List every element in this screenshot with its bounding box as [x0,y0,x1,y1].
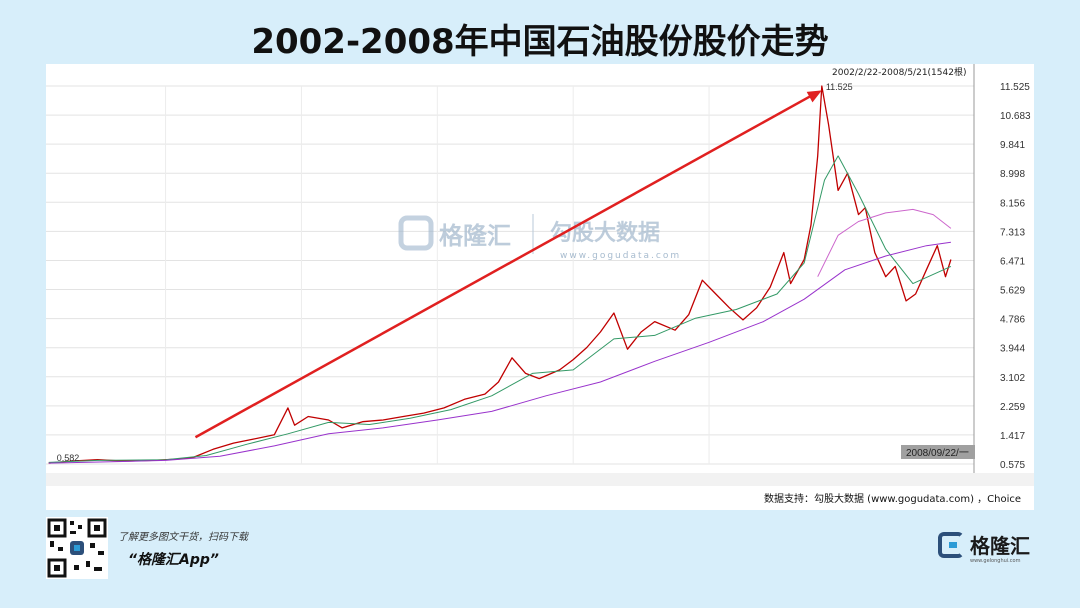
y-tick-label: 2.259 [1000,402,1025,413]
grid [46,85,974,465]
y-tick-label: 10.683 [1000,111,1031,122]
footer-note: 了解更多图文干货，扫码下载 [118,532,248,543]
trend-arrow-line [194,93,815,439]
watermark-url: www.gogudata.com [560,251,681,261]
value-annotation: 0.582 [57,453,80,463]
qr-code[interactable] [46,517,108,579]
y-tick-label: 1.417 [1000,431,1025,442]
brand-logo-icon [938,532,964,558]
y-tick-label: 8.156 [1000,198,1025,209]
y-tick-label: 11.525 [1000,82,1030,93]
footer-app-name: “格隆汇App” [128,552,219,568]
series-line-price [48,85,952,464]
y-tick-label: 3.944 [1000,344,1025,355]
trend-arrow-head [806,90,822,103]
cursor-date: 2008/09/22/一 [906,448,969,459]
y-tick-label: 4.786 [1000,315,1025,326]
brand-url: www.gelonghui.com [970,558,1021,564]
watermark: 格隆汇 勾股大数据 www.gogudata.com [398,214,681,261]
chart-frame: 格隆汇 勾股大数据 www.gogudata.com 0.582 11.525 1… [46,64,1034,510]
data-source: 数据支持：勾股大数据 (www.gogudata.com) ，Choice [764,492,1021,505]
y-tick-label: 6.471 [1000,256,1025,267]
y-tick-label: 7.313 [1000,227,1025,238]
series-layer: 0.582 11.525 [48,82,952,464]
series-line-ma-slow [48,241,951,464]
qr-code-image [47,518,107,578]
brand-name: 格隆汇 [970,534,1030,558]
series-line-ma-long [817,208,952,277]
range-label: 2002/2/22-2008/5/21(1542根) [832,66,966,78]
y-tick-label: 3.102 [1000,373,1025,384]
value-annotation: 11.525 [826,82,853,92]
y-tick-label: 5.629 [1000,286,1025,297]
y-tick-label: 0.575 [1000,460,1025,471]
brand-logo: 格隆汇 www.gelonghui.com [938,528,1034,572]
watermark-brand: 格隆汇 [439,222,511,250]
series-line-ma-mid [48,155,952,463]
y-tick-label: 9.841 [1000,140,1025,151]
y-tick-label: 8.998 [1000,169,1025,180]
price-chart: 格隆汇 勾股大数据 www.gogudata.com 0.582 11.525 1… [46,64,1034,510]
chart-title: 2002-2008年中国石油股份股价走势 [251,22,829,62]
watermark-sub: 勾股大数据 [550,220,660,246]
